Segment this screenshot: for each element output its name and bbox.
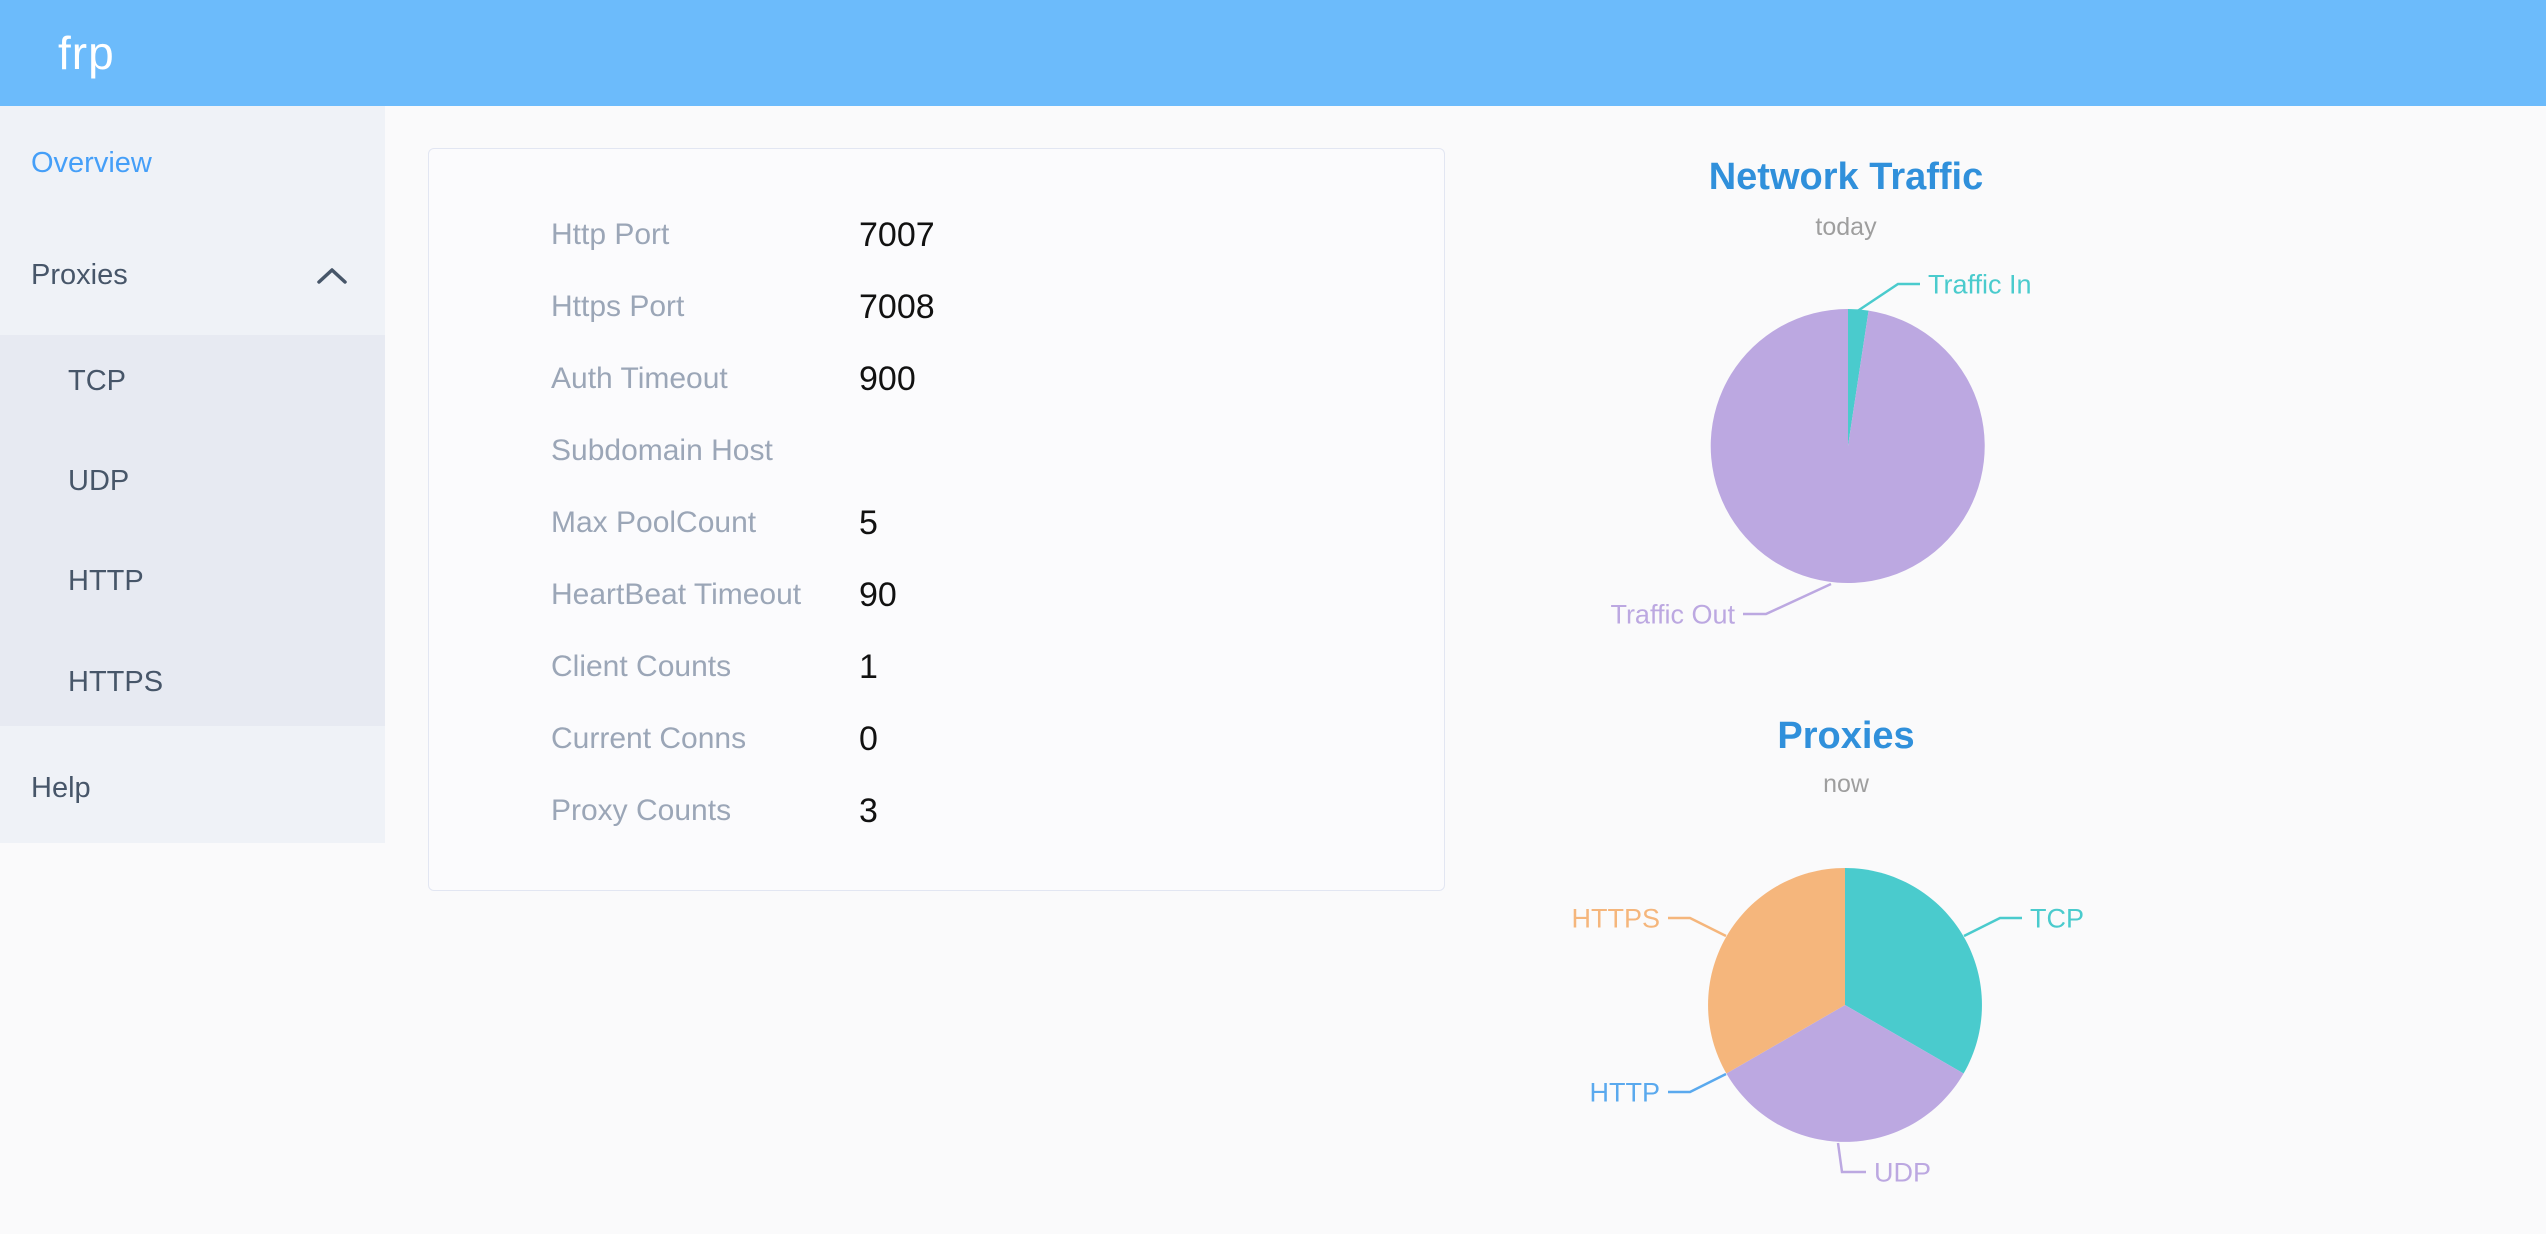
- pie-slice-udp[interactable]: [1726, 1005, 1964, 1142]
- chevron-up-icon: [317, 268, 347, 284]
- app-header: frp: [0, 0, 2546, 106]
- sidebar-item-label: HTTP: [68, 565, 144, 597]
- table-row: HeartBeat Timeout 90: [429, 559, 1444, 631]
- row-label: Https Port: [551, 290, 685, 323]
- sidebar-item-label: Help: [31, 772, 91, 804]
- sidebar-item-label: TCP: [68, 365, 126, 397]
- pie-slice-traffic-in[interactable]: [1848, 309, 1869, 446]
- sidebar-item-label: Proxies: [31, 259, 128, 291]
- table-row: Proxy Counts 3: [429, 775, 1444, 847]
- row-value: 1: [859, 647, 878, 686]
- row-value: 90: [859, 575, 897, 614]
- pie-label-line-traffic-out: [1743, 582, 1832, 616]
- table-row: Auth Timeout 900: [429, 343, 1444, 415]
- pie-slice-https[interactable]: [1708, 868, 1845, 1074]
- sidebar-item-label: HTTPS: [68, 666, 164, 698]
- app-logo: frp: [58, 27, 115, 79]
- table-row: Client Counts 1: [429, 631, 1444, 703]
- network-traffic-pie-chart: Traffic In Traffic Out: [1610, 269, 2032, 629]
- chart-title-network-traffic: Network Traffic: [1708, 156, 1984, 198]
- row-label: Http Port: [551, 218, 670, 251]
- row-label: Max PoolCount: [551, 506, 757, 539]
- pie-label-http: HTTP: [1590, 1077, 1661, 1107]
- chart-subtitle-proxies: now: [1823, 770, 1869, 798]
- pie-label-line-tcp: [1963, 916, 2022, 938]
- row-label: Current Conns: [551, 722, 747, 755]
- server-info-card: Http Port 7007 Https Port 7008 Auth Time…: [428, 148, 1445, 891]
- row-label: Client Counts: [551, 650, 732, 683]
- chart-title-proxies: Proxies: [1777, 715, 1915, 757]
- sidebar-item-overview[interactable]: Overview: [0, 141, 385, 185]
- row-label: HeartBeat Timeout: [551, 578, 802, 611]
- pie-label-line-http: [1668, 1072, 1727, 1094]
- sidebar-item-udp[interactable]: UDP: [0, 459, 385, 503]
- row-label: Auth Timeout: [551, 362, 728, 395]
- sidebar-item-https[interactable]: HTTPS: [0, 660, 385, 704]
- sidebar-item-label: Overview: [31, 147, 152, 179]
- pie-label-line-traffic-in: [1855, 282, 1920, 314]
- row-value: 7007: [859, 215, 935, 254]
- sidebar-item-label: UDP: [68, 465, 130, 497]
- proxies-pie-chart: TCP HTTPS HTTP UDP: [1571, 868, 2084, 1187]
- pie-label-line-udp: [1836, 1142, 1866, 1174]
- row-label: Proxy Counts: [551, 794, 732, 827]
- pie-slice-tcp[interactable]: [1845, 868, 1982, 1074]
- table-row: Subdomain Host: [429, 415, 1444, 487]
- pie-label-traffic-out: Traffic Out: [1610, 599, 1735, 629]
- table-row: Max PoolCount 5: [429, 487, 1444, 559]
- pie-label-line-https: [1668, 916, 1727, 938]
- row-value: 3: [859, 791, 878, 830]
- sidebar-item-http[interactable]: HTTP: [0, 559, 385, 603]
- table-row: Https Port 7008: [429, 271, 1444, 343]
- row-value: 0: [859, 719, 878, 758]
- row-label: Subdomain Host: [551, 434, 773, 467]
- row-value: 5: [859, 503, 878, 542]
- pie-label-https: HTTPS: [1571, 903, 1660, 933]
- sidebar-item-tcp[interactable]: TCP: [0, 359, 385, 403]
- row-value: 900: [859, 359, 916, 398]
- pie-label-udp: UDP: [1874, 1157, 1931, 1187]
- table-row: Http Port 7007: [429, 199, 1444, 271]
- chart-subtitle-network-traffic: today: [1815, 213, 1877, 241]
- pie-slice-traffic-out[interactable]: [1710, 308, 1985, 583]
- sidebar-submenu: [0, 335, 385, 726]
- sidebar-item-help[interactable]: Help: [0, 766, 385, 810]
- sidebar-item-proxies[interactable]: Proxies: [0, 253, 385, 297]
- pie-label-tcp: TCP: [2030, 903, 2084, 933]
- table-row: Current Conns 0: [429, 703, 1444, 775]
- row-value: 7008: [859, 287, 935, 326]
- pie-label-traffic-in: Traffic In: [1928, 269, 2032, 299]
